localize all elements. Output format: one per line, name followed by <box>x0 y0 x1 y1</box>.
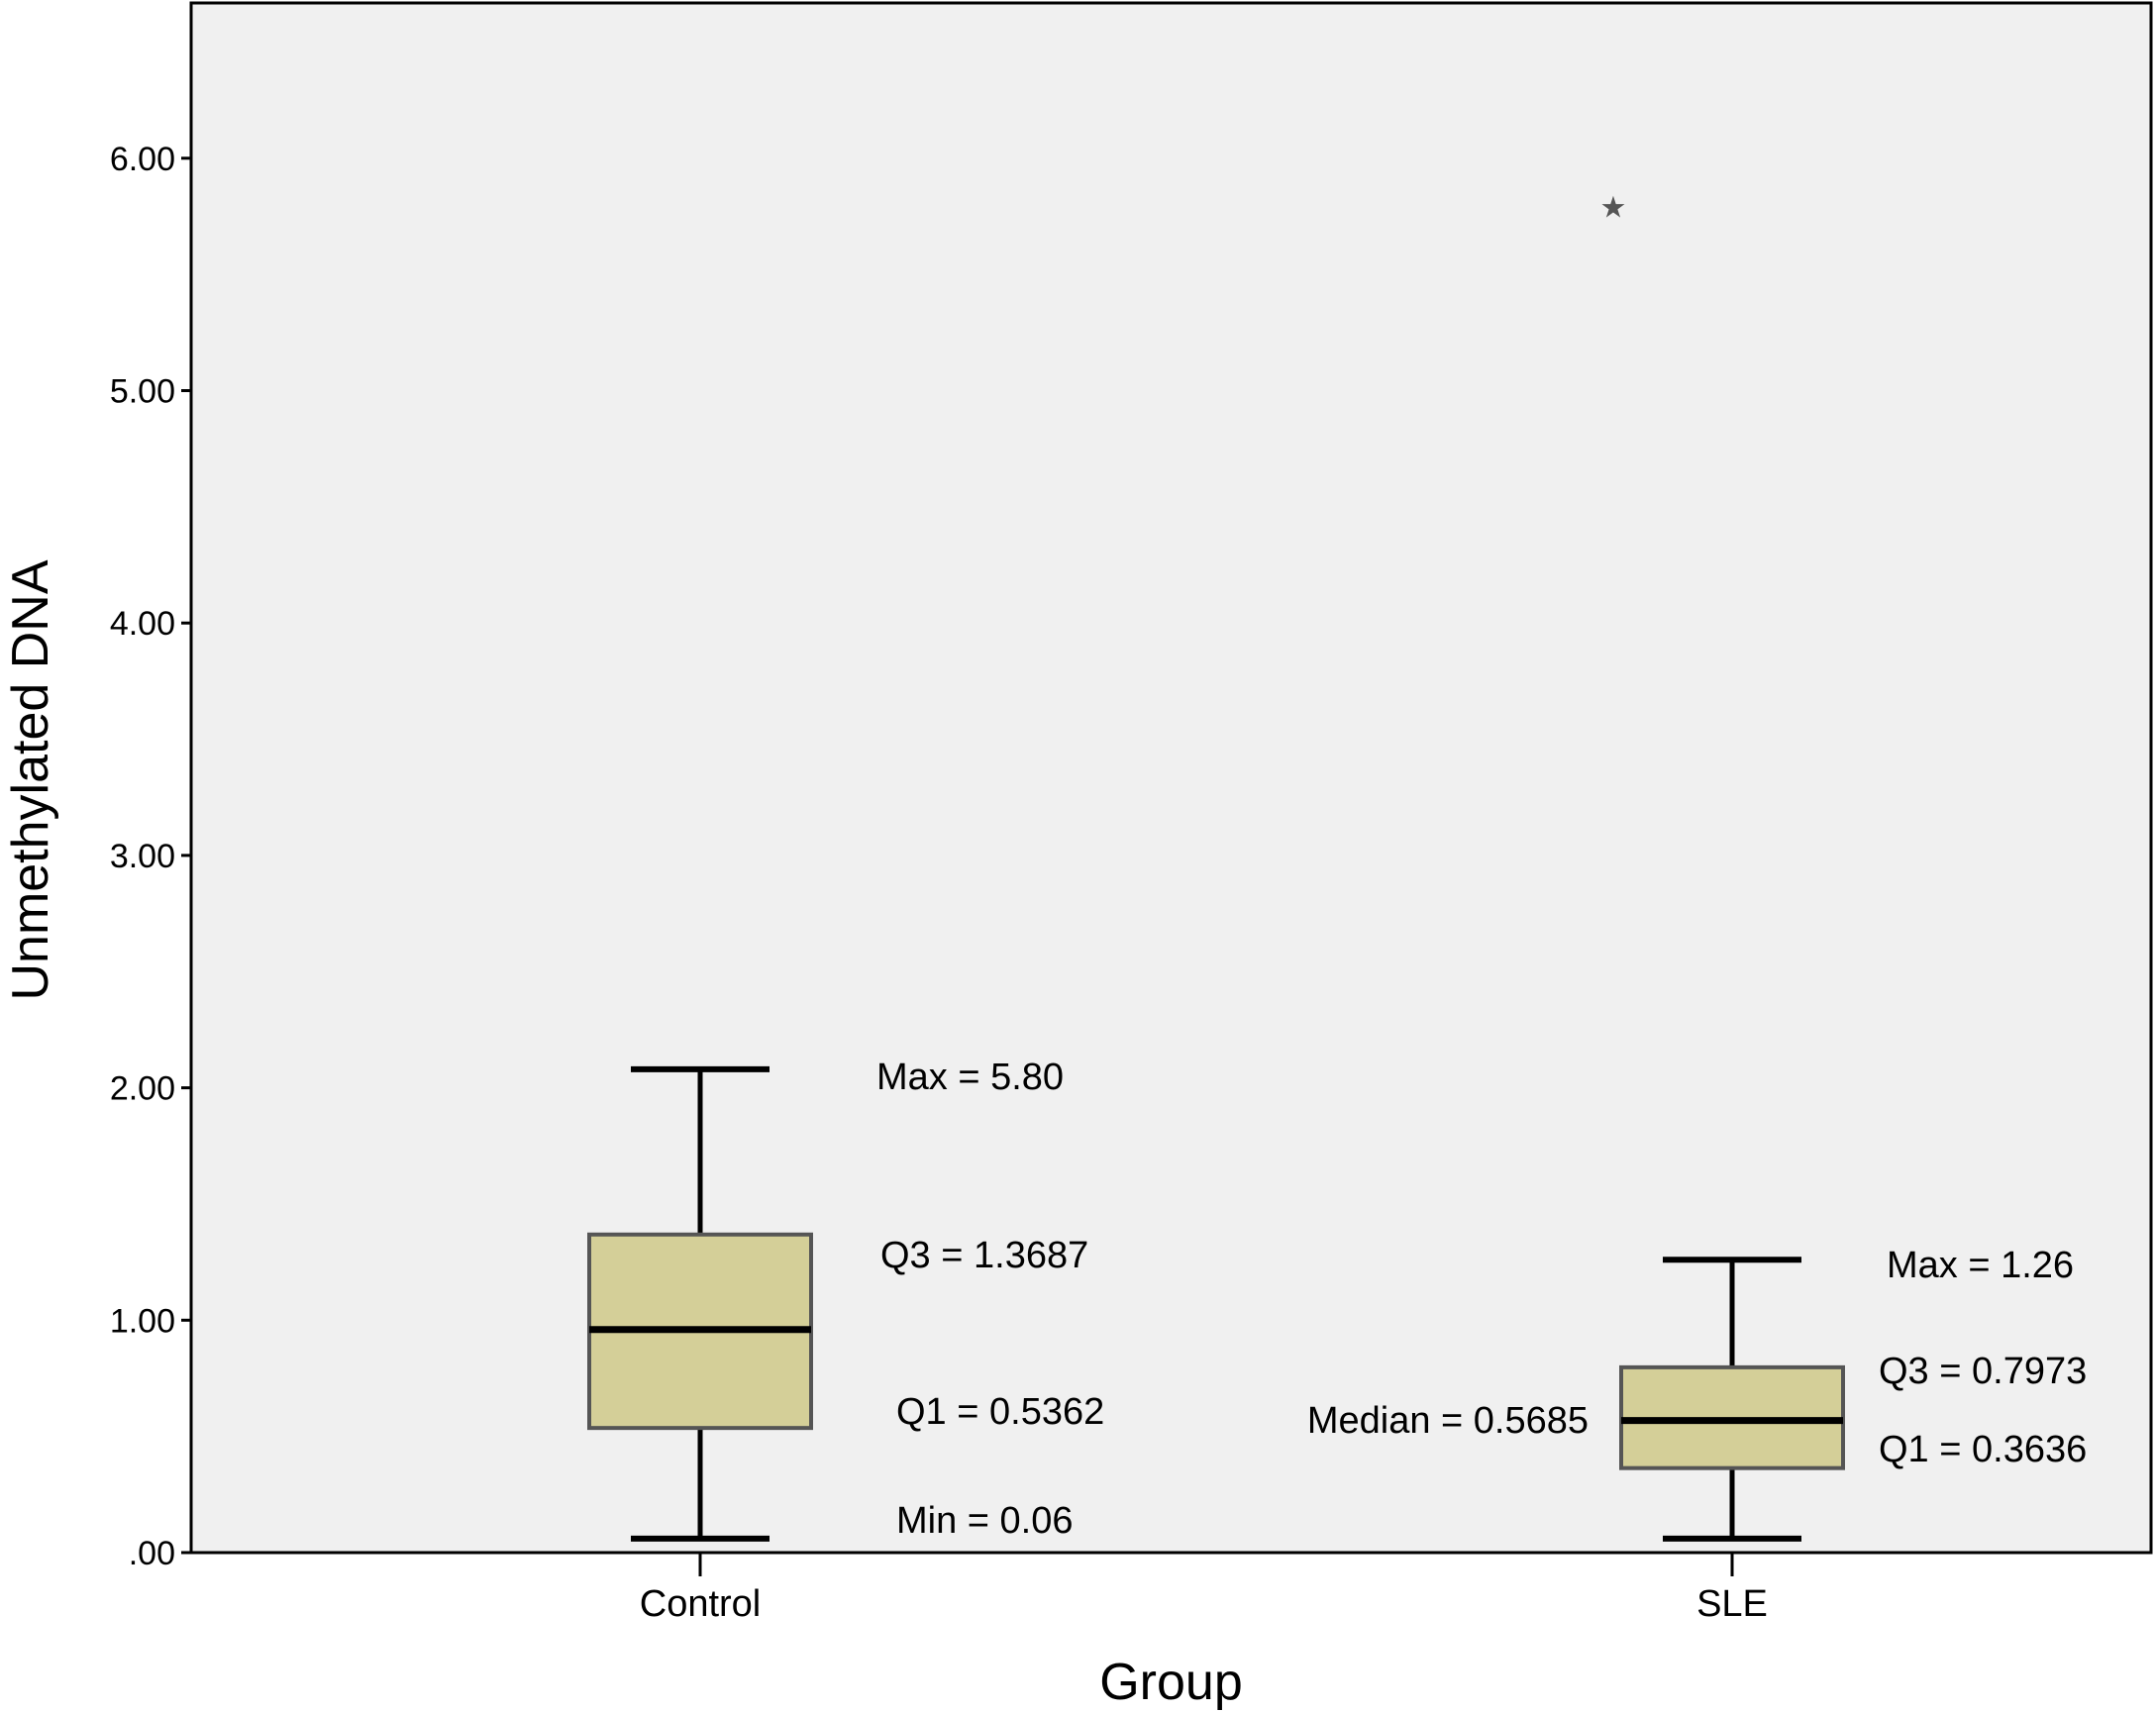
annotation-sle-median: Median = 0.5685 <box>1307 1400 1589 1442</box>
annotation-control-q3: Q3 = 1.3687 <box>880 1235 1088 1276</box>
y-tick-label: 2.00 <box>110 1070 175 1108</box>
annotation-control-q1: Q1 = 0.5362 <box>896 1391 1104 1433</box>
annotation-sle-q3: Q3 = 0.7973 <box>1879 1351 2087 1392</box>
x-axis: Control SLE <box>640 1553 1768 1625</box>
annotation-control-min: Min = 0.06 <box>896 1500 1074 1542</box>
y-tick-label: 6.00 <box>110 141 175 178</box>
y-axis-title: Unmethylated DNA <box>2 559 59 1000</box>
box-control <box>587 1065 813 1542</box>
x-axis-title: Group <box>1099 1654 1243 1711</box>
y-axis: .00 1.00 2.00 3.00 4.00 5.00 6.00 <box>110 141 191 1572</box>
y-tick-label: .00 <box>129 1535 175 1572</box>
outliers: ★ <box>1600 191 1627 226</box>
y-tick-label: 3.00 <box>110 838 175 875</box>
boxes <box>587 1065 1845 1542</box>
outlier-marker: ★ <box>1600 191 1627 226</box>
plot-area <box>189 1 2153 1555</box>
y-tick-label: 4.00 <box>110 605 175 643</box>
annotation-control-max: Max = 5.80 <box>876 1057 1064 1098</box>
x-tick-label: SLE <box>1696 1583 1768 1625</box>
y-tick-label: 5.00 <box>110 373 175 411</box>
annotation-sle-q1: Q1 = 0.3636 <box>1879 1429 2087 1470</box>
box-sle <box>1619 1257 1845 1542</box>
y-tick-label: 1.00 <box>110 1302 175 1340</box>
annotation-sle-max: Max = 1.26 <box>1887 1245 2074 1286</box>
x-tick-label: Control <box>640 1583 762 1625</box>
annotations: Max = 5.80 Q3 = 1.3687 Q1 = 0.5362 Min = 0.… <box>876 1057 2087 1542</box>
